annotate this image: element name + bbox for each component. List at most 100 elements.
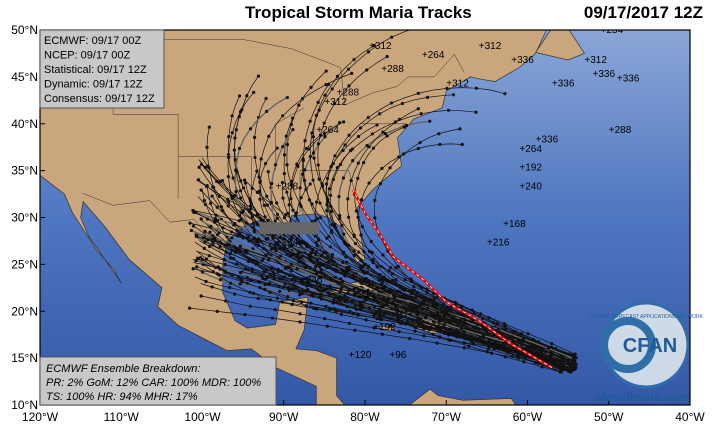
track-point	[289, 122, 293, 127]
track-point	[436, 328, 440, 332]
track-point	[560, 364, 564, 369]
track-point	[276, 267, 280, 271]
track-point	[252, 229, 256, 233]
track-point	[199, 256, 203, 260]
track-point	[474, 110, 478, 114]
track-point	[253, 135, 257, 139]
track-point	[434, 313, 439, 317]
track-point	[303, 277, 308, 281]
logo-ring-text: CLIMATE FORECAST APPLICATIONS NETWORK	[589, 314, 704, 320]
track-point	[283, 275, 287, 279]
track-point	[280, 180, 285, 185]
track-point	[285, 95, 289, 100]
track-point	[264, 253, 268, 257]
track-point	[462, 346, 466, 350]
track-point	[195, 265, 199, 269]
track-point	[416, 107, 420, 111]
track-point	[460, 142, 464, 147]
breakdown-line: PR: 2% GoM: 12% CAR: 100% MDR: 100%	[46, 377, 261, 389]
track-point	[298, 320, 302, 324]
lat-label: 40°N	[11, 117, 38, 131]
track-point	[300, 291, 304, 296]
track-point	[313, 219, 317, 223]
hour-label: +336	[536, 135, 559, 146]
track-point	[311, 135, 315, 139]
track-point	[201, 262, 205, 267]
track-point	[275, 201, 279, 205]
track-point	[334, 309, 338, 313]
track-point	[353, 328, 357, 332]
track-point	[422, 302, 427, 307]
track-point	[413, 329, 417, 333]
track-point	[460, 304, 464, 309]
track-point	[211, 185, 215, 189]
track-point	[255, 222, 259, 226]
track-point	[246, 259, 251, 263]
logo-url: cfanclimate.com	[595, 390, 689, 404]
track-point	[206, 238, 210, 242]
track-point	[486, 347, 491, 351]
track-point	[218, 244, 222, 249]
track-point	[293, 276, 297, 280]
track-point	[248, 127, 253, 131]
track-point	[442, 322, 447, 327]
track-point	[435, 295, 439, 299]
track-point	[342, 120, 346, 124]
track-point	[457, 331, 461, 335]
track-point	[298, 312, 302, 316]
hour-labels: +312+264+312+288+312+336+336+312+336+264…	[276, 30, 640, 361]
hour-label: +312	[369, 41, 392, 52]
track-point	[449, 308, 454, 312]
track-point	[238, 244, 243, 248]
breakdown-title: ECMWF Ensemble Breakdown:	[46, 363, 200, 375]
track-point	[322, 262, 326, 267]
track-point	[188, 306, 192, 310]
track-point	[233, 221, 237, 226]
hour-label: +312	[479, 41, 502, 52]
track-point	[240, 280, 244, 284]
track-point	[356, 134, 361, 139]
track-point	[241, 209, 245, 213]
track-point	[256, 260, 260, 264]
landmass	[409, 388, 516, 405]
track-point	[313, 268, 317, 272]
track-point	[380, 305, 384, 309]
track-point	[308, 154, 312, 159]
track-point	[363, 262, 368, 267]
track-point	[238, 189, 243, 193]
track-point	[318, 276, 322, 280]
track-point	[316, 142, 320, 146]
hour-label: +168	[503, 219, 526, 230]
track-point	[238, 270, 243, 275]
track-point	[197, 165, 201, 169]
track-point	[394, 278, 398, 282]
track-point	[385, 54, 389, 59]
track-point	[337, 280, 341, 285]
track-point	[427, 328, 431, 332]
track-point	[232, 148, 236, 152]
lon-label: 110°W	[104, 410, 140, 424]
hour-label: +336	[511, 55, 534, 66]
track-point	[311, 178, 315, 182]
track-point	[510, 335, 514, 339]
track-point	[350, 147, 355, 151]
track-point	[233, 292, 237, 296]
track-point	[352, 57, 356, 62]
lon-label: 60°W	[513, 410, 543, 424]
track-point	[288, 244, 292, 248]
track-point	[451, 93, 456, 97]
track-point	[366, 288, 370, 292]
ensemble-track	[201, 233, 574, 360]
track-point	[383, 131, 387, 136]
track-point	[487, 344, 491, 348]
track-point	[347, 84, 351, 88]
track-point	[328, 284, 332, 288]
track-point	[263, 215, 267, 219]
track-point	[199, 217, 203, 221]
logo-name: CFAN	[623, 335, 677, 357]
track-point	[344, 266, 349, 270]
track-point	[342, 240, 347, 244]
track-point	[342, 232, 346, 236]
track-point	[315, 244, 319, 248]
border	[40, 39, 465, 106]
